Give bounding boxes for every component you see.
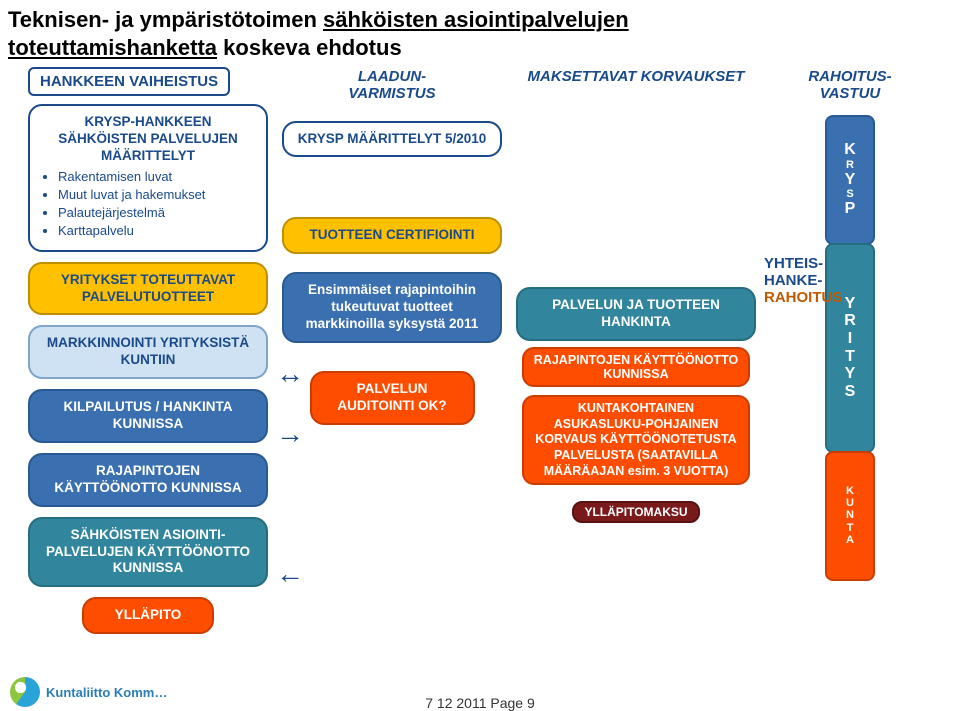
title-ul-2: toteuttamishanketta (8, 35, 217, 60)
companies-produce-box: YRITYKSET TOTEUTTAVAT PALVELUTUOTTEET (28, 262, 268, 316)
marketing-box: MARKKINNOINTI YRITYKSISTÄ KUNTIIN (28, 325, 268, 379)
title-part-3: koskeva ehdotus (217, 35, 402, 60)
maintenance-fee-badge: YLLÄPITOMAKSU (572, 501, 699, 523)
title-ul-1: sähköisten asiointipalvelujen (323, 7, 629, 32)
footer-logo: Kuntaliitto Komm… (10, 677, 167, 707)
financing-bars: K R Y S P Y R I T Y S K (770, 115, 930, 585)
page-footer: 7 12 2011 Page 9 (425, 695, 535, 711)
arrow-icon: ↔ (276, 360, 304, 388)
bar-kunta-letters: K U N T A (846, 485, 854, 545)
phase-label: HANKKEEN VAIHEISTUS (28, 67, 230, 96)
bullet-item: Rakentamisen luvat (58, 169, 256, 185)
bar-kunta: K U N T A (825, 451, 875, 581)
krysp-defs-box: KRYSP-HANKKEEN SÄHKÖISTEN PALVELUJEN MÄÄ… (28, 104, 268, 252)
api-deploy-payment: RAJAPINTOJEN KÄYTTÖÖNOTTO KUNNISSA (522, 347, 750, 387)
col-left: KRYSP-HANKKEEN SÄHKÖISTEN PALVELUJEN MÄÄ… (28, 104, 268, 644)
first-products-box: Ensimmäiset rajapintoihin tukeutuvat tuo… (282, 272, 502, 343)
page-title: Teknisen- ja ympäristötoimen sähköisten … (0, 0, 960, 61)
joint-financing-label: YHTEIS- HANKE- RAHOITUS (764, 255, 944, 307)
krysp-spec-box: KRYSP MÄÄRITTELYT 5/2010 (282, 121, 502, 158)
qa-heading: LAADUN- VARMISTUS (348, 68, 435, 103)
bullet-item: Palautejärjestelmä (58, 205, 256, 221)
logo-text: Kuntaliitto Komm… (46, 685, 167, 700)
per-capita-payment: KUNTAKOHTAINEN ASUKASLUKU-POHJAINEN KORV… (522, 395, 750, 485)
diagram-columns: KRYSP-HANKKEEN SÄHKÖISTEN PALVELUJEN MÄÄ… (0, 104, 960, 644)
logo-icon (10, 677, 40, 707)
bullet-item: Muut luvat ja hakemukset (58, 187, 256, 203)
title-part-1: Teknisen- ja ympäristötoimen (8, 7, 323, 32)
financing-heading: RAHOITUS- VASTUU (808, 68, 891, 103)
bar-krysp-letters: K R Y S P (844, 141, 856, 218)
payments-heading: MAKSETTAVAT KORVAUKSET (528, 68, 745, 85)
col-payments: MAKSETTAVAT KORVAUKSET PALVELUN JA TUOTT… (516, 68, 756, 529)
bar-yritys-letters: Y R I T Y S (844, 295, 856, 401)
service-acquire-box: PALVELUN JA TUOTTEEN HANKINTA (516, 287, 756, 341)
col-financing: RAHOITUS- VASTUU K R Y S P Y R I T Y (770, 68, 930, 585)
audit-box: PALVELUN AUDITOINTI OK? (310, 371, 475, 425)
col-qa: LAADUN- VARMISTUS KRYSP MÄÄRITTELYT 5/20… (282, 68, 502, 435)
krysp-bullets: Rakentamisen luvat Muut luvat ja hakemuk… (58, 169, 256, 240)
bullet-item: Karttapalvelu (58, 223, 256, 239)
tender-box: KILPAILUTUS / HANKINTA KUNNISSA (28, 389, 268, 443)
krysp-defs-header: KRYSP-HANKKEEN SÄHKÖISTEN PALVELUJEN MÄÄ… (40, 114, 256, 165)
maintenance-box: YLLÄPITO (82, 597, 214, 634)
api-deploy-box: RAJAPINTOJEN KÄYTTÖÖNOTTO KUNNISSA (28, 453, 268, 507)
eservice-deploy-box: SÄHKÖISTEN ASIOINTI-PALVELUJEN KÄYTTÖÖNO… (28, 517, 268, 588)
bar-krysp: K R Y S P (825, 115, 875, 245)
arrow-icon: → (276, 420, 304, 448)
certification-box: TUOTTEEN CERTIFIOINTI (282, 217, 502, 254)
arrow-icon: ← (276, 560, 304, 588)
